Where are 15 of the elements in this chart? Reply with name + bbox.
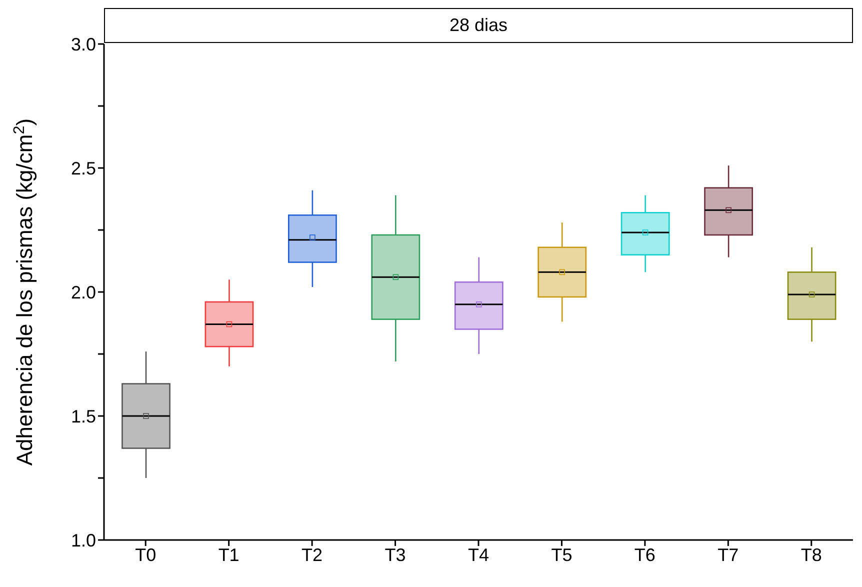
chart-title: 28 dias: [104, 8, 853, 43]
x-tick-label: T6: [634, 544, 656, 565]
y-tick-label: 1.0: [70, 530, 96, 550]
x-tick-label: T4: [468, 544, 490, 565]
y-tick-label: 2.5: [70, 158, 96, 178]
x-tick-label: T3: [384, 544, 406, 565]
x-tick-label: T7: [718, 544, 739, 565]
y-tick-label: 2.0: [70, 282, 96, 302]
x-tick-label: T8: [800, 544, 822, 565]
x-tick-label: T1: [218, 544, 240, 565]
y-tick-label: 3.0: [70, 34, 96, 54]
y-tick-label: 1.5: [70, 406, 96, 426]
x-tick-label: T0: [135, 544, 156, 565]
x-tick-label: T5: [551, 544, 572, 565]
x-tick-label: T2: [302, 544, 323, 565]
